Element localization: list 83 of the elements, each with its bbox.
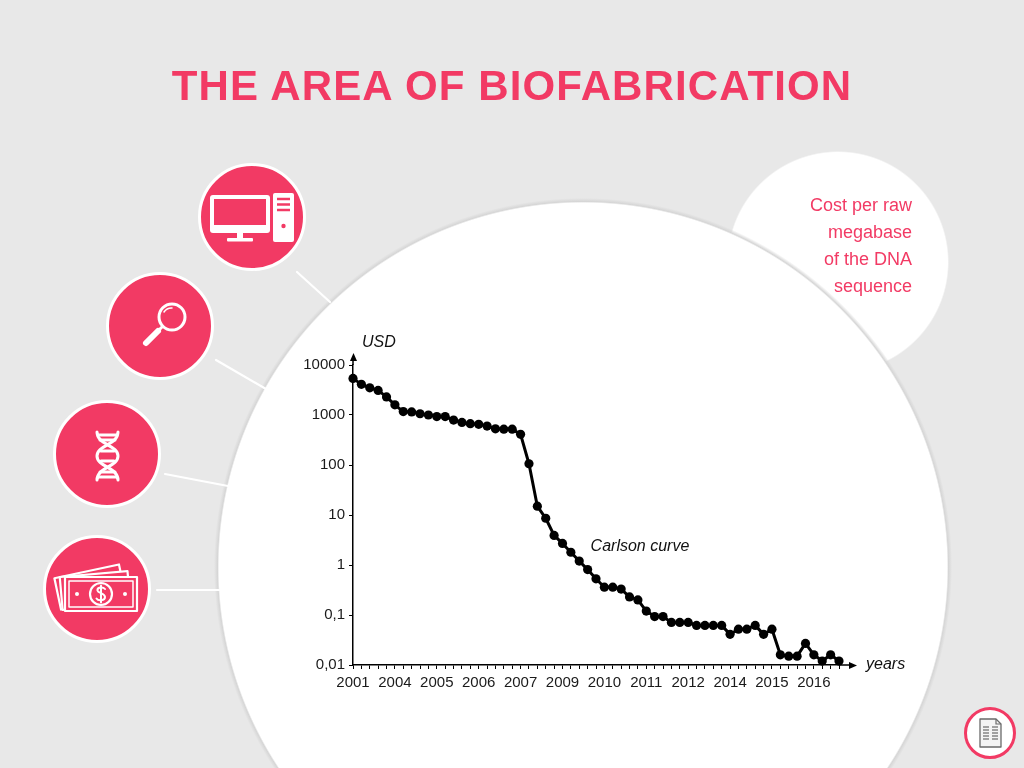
point (541, 513, 551, 523)
point (817, 656, 827, 666)
point (557, 538, 568, 549)
y-tick-label: 0,1 (324, 605, 345, 623)
point (365, 383, 375, 393)
x-axis-title: years (865, 655, 906, 673)
point (800, 638, 811, 649)
point (624, 592, 635, 602)
point (708, 620, 718, 630)
point (482, 421, 492, 431)
y-tick-label: 100 (319, 455, 345, 473)
point (658, 611, 668, 622)
x-tick-label: 2010 (587, 673, 622, 691)
x-tick-label: 2004 (378, 673, 412, 691)
point (733, 624, 744, 634)
chart-subtitle: Cost per raw megabase of the DNA sequence (808, 194, 912, 298)
point (666, 617, 677, 628)
x-tick-label: 2012 (671, 673, 705, 691)
y-tick-label: 10 (328, 505, 345, 523)
point (457, 417, 467, 428)
x-tick-label: 2014 (713, 673, 747, 691)
point (390, 400, 400, 410)
x-tick-label: 2016 (797, 673, 831, 691)
x-tick-label: 2007 (503, 673, 538, 691)
point (641, 606, 651, 616)
point (373, 385, 383, 396)
point (583, 564, 593, 575)
point (608, 582, 618, 592)
point (683, 617, 693, 628)
x-tick-label: 2001 (336, 673, 370, 691)
y-tick-label: 1 (336, 555, 345, 573)
chart-title: THE AREA OF BIOFABRICATION (170, 62, 854, 110)
point (767, 624, 777, 634)
point (398, 406, 408, 417)
point (599, 582, 609, 592)
point (499, 424, 509, 434)
point (633, 595, 643, 605)
point (792, 651, 802, 661)
point (440, 411, 450, 422)
point (432, 411, 442, 422)
point (809, 650, 819, 660)
point (465, 419, 475, 429)
point (524, 459, 534, 469)
series-label: Carlson curve (590, 537, 690, 555)
point (650, 611, 660, 622)
point (742, 624, 752, 634)
point (532, 501, 542, 511)
point (381, 392, 392, 402)
point (691, 620, 702, 630)
point (566, 547, 576, 557)
point (784, 651, 794, 661)
point (549, 530, 559, 541)
point (725, 629, 735, 639)
point (423, 410, 434, 420)
point (826, 650, 836, 660)
point (775, 650, 785, 660)
x-tick-label: 2011 (630, 673, 663, 691)
point (356, 379, 366, 389)
x-tick-label: 2009 (545, 673, 580, 691)
y-tick-label: 1000 (311, 405, 345, 423)
point (591, 574, 601, 584)
point (415, 409, 425, 419)
point (834, 656, 844, 666)
point (750, 620, 760, 630)
x-tick-label: 2005 (420, 673, 454, 691)
point (448, 415, 459, 425)
point (574, 556, 584, 566)
point (348, 373, 358, 383)
point (675, 617, 685, 628)
y-tick-label: 0,01 (315, 655, 345, 673)
point (758, 629, 769, 639)
point (515, 429, 526, 439)
point (507, 424, 517, 434)
point (490, 424, 501, 434)
x-tick-label: 2006 (462, 673, 496, 691)
point (700, 620, 710, 630)
point (616, 584, 626, 594)
y-tick-label: 10000 (303, 355, 345, 373)
x-tick-label: 2015 (755, 673, 789, 691)
point (474, 419, 484, 429)
y-axis-title: USD (362, 333, 397, 351)
point (407, 407, 417, 417)
point (717, 620, 727, 630)
